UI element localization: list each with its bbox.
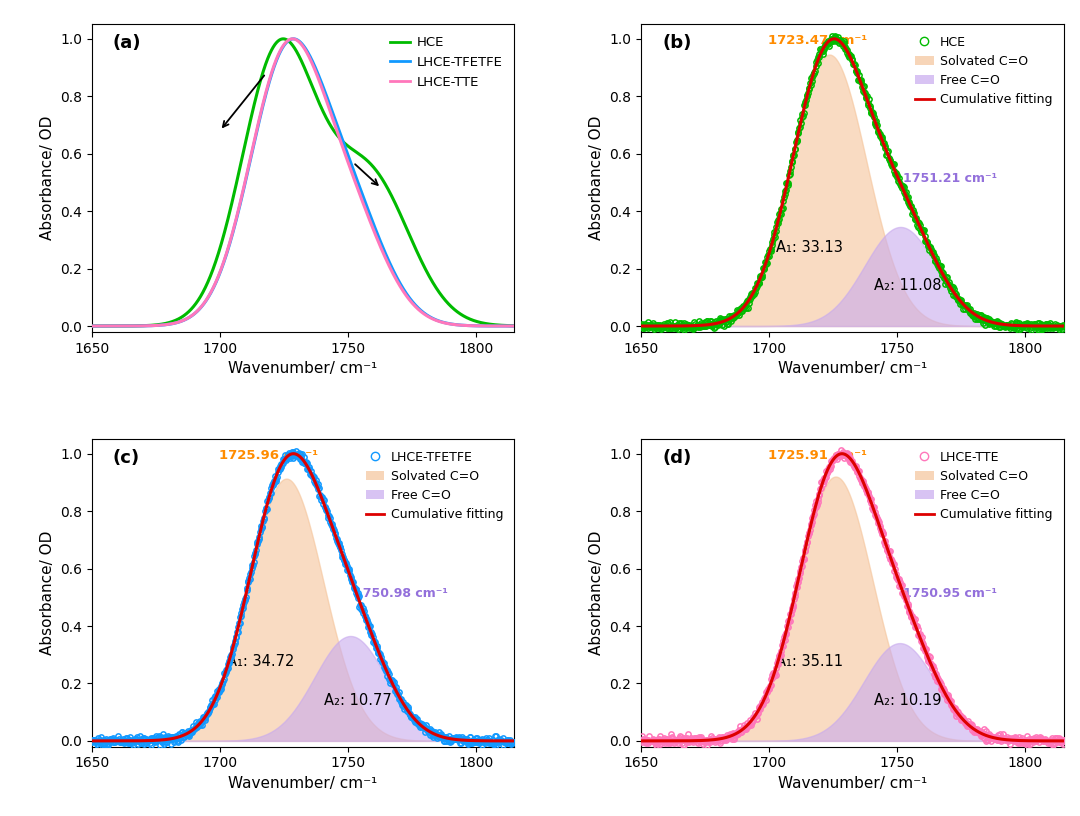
Text: 1723.47 cm⁻¹: 1723.47 cm⁻¹ [768, 33, 867, 47]
Text: A₂: 10.19: A₂: 10.19 [874, 693, 941, 707]
Text: (d): (d) [662, 449, 691, 467]
Legend: LHCE-TFETFE, Solvated C=O, Free C=O, Cumulative fitting: LHCE-TFETFE, Solvated C=O, Free C=O, Cum… [361, 446, 509, 526]
Text: A₁: 34.72: A₁: 34.72 [227, 654, 295, 669]
Text: 1725.91 cm⁻¹: 1725.91 cm⁻¹ [768, 449, 867, 462]
Text: A₁: 35.11: A₁: 35.11 [777, 654, 843, 669]
Text: 1751.21 cm⁻¹: 1751.21 cm⁻¹ [903, 172, 997, 185]
Y-axis label: Absorbance/ OD: Absorbance/ OD [589, 530, 604, 655]
Text: (c): (c) [113, 449, 140, 467]
Text: 1725.96 cm⁻¹: 1725.96 cm⁻¹ [218, 449, 318, 462]
Y-axis label: Absorbance/ OD: Absorbance/ OD [40, 116, 54, 241]
Y-axis label: Absorbance/ OD: Absorbance/ OD [589, 116, 604, 241]
Text: (b): (b) [662, 33, 691, 51]
Text: 1750.98 cm⁻¹: 1750.98 cm⁻¹ [354, 587, 448, 600]
Legend: HCE, LHCE-TFETFE, LHCE-TTE: HCE, LHCE-TFETFE, LHCE-TTE [384, 31, 508, 94]
Text: A₂: 11.08: A₂: 11.08 [874, 278, 941, 293]
Text: A₁: 33.13: A₁: 33.13 [777, 240, 843, 255]
Legend: LHCE-TTE, Solvated C=O, Free C=O, Cumulative fitting: LHCE-TTE, Solvated C=O, Free C=O, Cumula… [910, 446, 1057, 526]
X-axis label: Wavenumber/ cm⁻¹: Wavenumber/ cm⁻¹ [778, 776, 927, 791]
Y-axis label: Absorbance/ OD: Absorbance/ OD [40, 530, 54, 655]
Legend: HCE, Solvated C=O, Free C=O, Cumulative fitting: HCE, Solvated C=O, Free C=O, Cumulative … [910, 31, 1057, 112]
X-axis label: Wavenumber/ cm⁻¹: Wavenumber/ cm⁻¹ [229, 361, 378, 376]
Text: (a): (a) [113, 33, 141, 51]
X-axis label: Wavenumber/ cm⁻¹: Wavenumber/ cm⁻¹ [229, 776, 378, 791]
X-axis label: Wavenumber/ cm⁻¹: Wavenumber/ cm⁻¹ [778, 361, 927, 376]
Text: A₂: 10.77: A₂: 10.77 [324, 693, 392, 707]
Text: 1750.95 cm⁻¹: 1750.95 cm⁻¹ [903, 587, 997, 600]
